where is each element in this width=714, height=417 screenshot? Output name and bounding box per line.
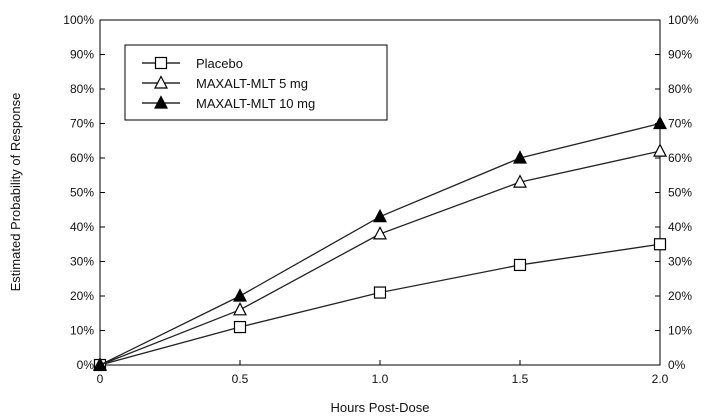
y-tick-label-left: 90%: [70, 48, 94, 62]
legend-marker: [154, 95, 168, 109]
legend-label: Placebo: [196, 56, 243, 71]
right-y-axis: 0% 10% 20% 30% 40% 50% 60% 70% 80% 90% 100%: [655, 13, 699, 372]
y-tick-label-left: 50%: [70, 186, 94, 200]
y-tick-label-right: 90%: [668, 48, 692, 62]
legend-item-maxalt-mlt-5-mg: MAXALT-MLT 5 mg: [142, 75, 308, 91]
data-point-placebo: [653, 238, 667, 251]
x-tick-label: 2.0: [652, 372, 669, 386]
series-layer: [93, 115, 667, 372]
data-point-maxalt-mlt-10-mg: [653, 115, 667, 130]
data-point-maxalt-mlt-10-mg: [513, 150, 527, 164]
y-tick-label-right: 30%: [668, 255, 692, 269]
data-point-maxalt-mlt-10-mg: [233, 288, 247, 302]
y-tick-label-left: 40%: [70, 220, 94, 234]
legend-marker: [154, 56, 168, 70]
series-line-placebo: [99, 243, 661, 366]
data-point-maxalt-mlt-5-mg: [653, 143, 667, 157]
series-maxalt-mlt-5-mg: [93, 143, 667, 371]
y-tick-label-right: 100%: [668, 13, 699, 27]
y-tick-label-right: 40%: [668, 220, 692, 234]
data-point-maxalt-mlt-5-mg: [373, 226, 387, 240]
y-tick-label-left: 30%: [70, 255, 94, 269]
legend-marker: [154, 75, 168, 89]
series-maxalt-mlt-10-mg: [93, 115, 667, 371]
y-tick-label-right: 10%: [668, 324, 692, 338]
y-tick-label-left: 20%: [70, 289, 94, 303]
legend-label: MAXALT-MLT 5 mg: [196, 76, 308, 91]
data-point-maxalt-mlt-10-mg: [93, 357, 107, 371]
y-tick-label-right: 0%: [668, 358, 686, 372]
y-tick-label-left: 10%: [70, 324, 94, 338]
left-y-axis: 0% 10% 20% 30% 40% 50% 60% 70% 80% 90% 100%: [63, 13, 105, 372]
y-tick-label-right: 80%: [668, 82, 692, 96]
y-tick-label-left: 60%: [70, 151, 94, 165]
legend: Placebo MAXALT-MLT 5 mg MAXALT-MLT 10 mg: [124, 44, 388, 121]
x-tick-label: 0.5: [232, 372, 249, 386]
y-tick-label-left: 70%: [70, 117, 94, 131]
series-line-maxalt-mlt-10-mg: [99, 122, 661, 366]
series-placebo: [93, 238, 667, 372]
y-tick-label-left: 100%: [63, 13, 94, 27]
y-tick-label-right: 50%: [668, 186, 692, 200]
data-point-maxalt-mlt-5-mg: [233, 302, 247, 316]
y-tick-label-right: 20%: [668, 289, 692, 303]
y-tick-label-right: 70%: [668, 117, 692, 131]
x-axis: 0 0.5 1.0 1.5 2.0: [97, 360, 669, 386]
x-tick-label: 1.5: [512, 372, 529, 386]
data-point-placebo: [373, 286, 387, 299]
x-tick-label: 1.0: [372, 372, 389, 386]
data-point-placebo: [513, 258, 527, 272]
x-axis-label: Hours Post-Dose: [331, 400, 430, 415]
legend-label: MAXALT-MLT 10 mg: [196, 96, 315, 111]
data-point-placebo: [233, 320, 247, 334]
legend-items: Placebo MAXALT-MLT 5 mg MAXALT-MLT 10 mg: [142, 56, 315, 111]
y-tick-label-right: 60%: [668, 151, 692, 165]
x-tick-label: 0: [97, 372, 104, 386]
y-tick-label-left: 80%: [70, 82, 94, 96]
data-point-maxalt-mlt-5-mg: [513, 174, 527, 188]
series-line-maxalt-mlt-5-mg: [99, 150, 661, 366]
data-point-maxalt-mlt-10-mg: [373, 208, 387, 223]
legend-item-placebo: Placebo: [142, 56, 243, 71]
y-axis-label: Estimated Probability of Response: [8, 93, 23, 292]
legend-item-maxalt-mlt-10-mg: MAXALT-MLT 10 mg: [142, 95, 315, 111]
y-tick-label-left: 0%: [77, 358, 95, 372]
